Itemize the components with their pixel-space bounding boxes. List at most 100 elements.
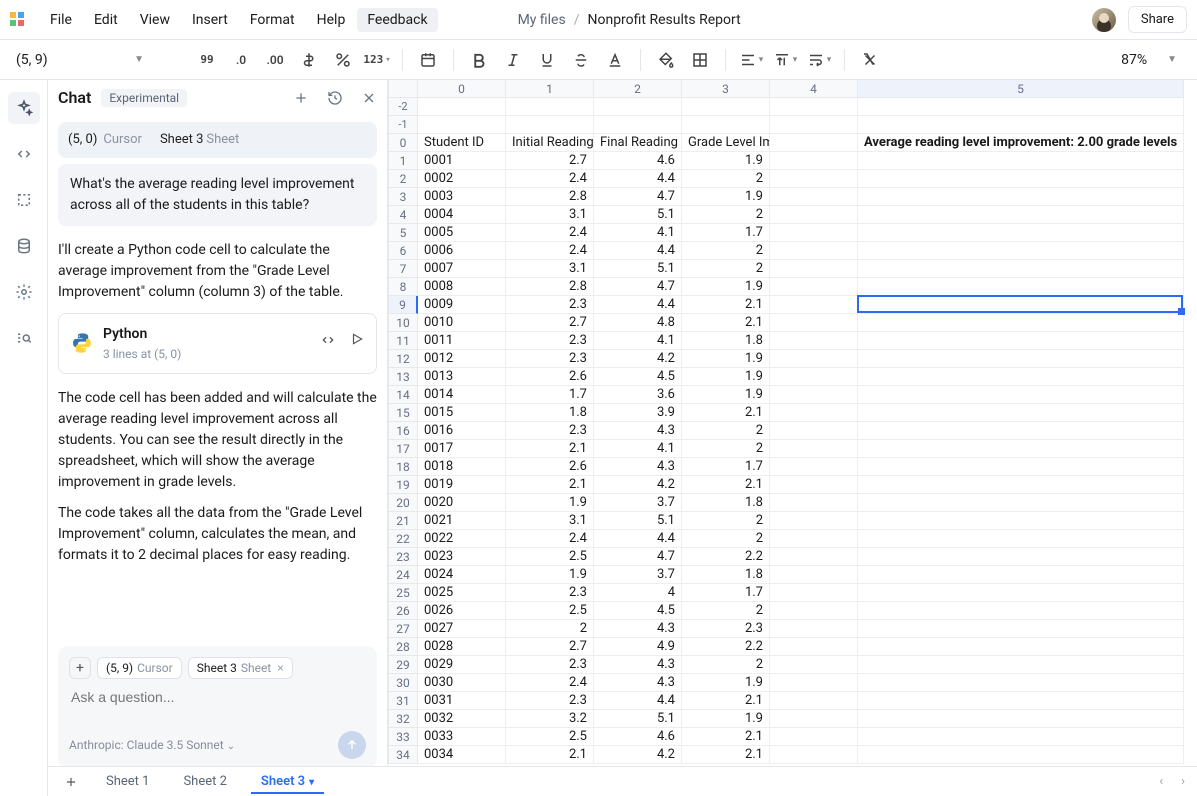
grid-cell[interactable] — [770, 440, 858, 458]
grid-cell[interactable]: 0006 — [418, 242, 506, 260]
grid-cell[interactable]: 1.9 — [682, 710, 770, 728]
grid-cell[interactable]: 2.7 — [506, 314, 594, 332]
grid-cell[interactable]: 0024 — [418, 566, 506, 584]
row-header[interactable]: 24 — [388, 566, 418, 584]
row-header[interactable]: 14 — [388, 386, 418, 404]
grid-cell[interactable]: 1.8 — [682, 566, 770, 584]
menu-feedback[interactable]: Feedback — [357, 8, 437, 32]
grid-cell[interactable]: 0010 — [418, 314, 506, 332]
row-header[interactable]: 22 — [388, 530, 418, 548]
grid-cell[interactable]: 2.8 — [506, 188, 594, 206]
grid-cell[interactable]: 1.8 — [506, 404, 594, 422]
strikethrough-button[interactable] — [564, 46, 598, 74]
grid-cell[interactable] — [770, 170, 858, 188]
grid-cell[interactable]: 2 — [682, 260, 770, 278]
grid-cell[interactable]: 2.3 — [506, 584, 594, 602]
row-header[interactable]: 8 — [388, 278, 418, 296]
grid-cell[interactable]: 0003 — [418, 188, 506, 206]
grid-cell[interactable] — [858, 224, 1184, 242]
italic-button[interactable] — [496, 46, 530, 74]
grid-cell[interactable]: 3.6 — [594, 386, 682, 404]
grid-cell[interactable]: 5.1 — [594, 710, 682, 728]
rail-code-icon[interactable] — [8, 138, 40, 170]
rail-data-icon[interactable] — [8, 230, 40, 262]
grid-cell[interactable] — [770, 458, 858, 476]
row-header[interactable]: 9 — [388, 296, 418, 314]
grid-cell[interactable] — [858, 170, 1184, 188]
grid-cell[interactable] — [858, 386, 1184, 404]
grid-cell[interactable]: 2 — [506, 620, 594, 638]
sheet-tab[interactable]: Sheet 1 — [96, 770, 159, 794]
grid-cell[interactable]: 2.4 — [506, 170, 594, 188]
zoom-dropdown[interactable]: 87% ▼ — [1111, 48, 1187, 72]
avatar[interactable] — [1092, 8, 1116, 32]
grid-cell[interactable] — [770, 404, 858, 422]
percent-format-button[interactable] — [326, 46, 360, 74]
sheet-tab[interactable]: Sheet 2 — [173, 770, 236, 794]
grid-cell[interactable]: 0025 — [418, 584, 506, 602]
grid-cell[interactable]: 0023 — [418, 548, 506, 566]
row-header[interactable]: 1 — [388, 152, 418, 170]
grid-cell[interactable]: 2.3 — [506, 296, 594, 314]
code-expand-icon[interactable] — [320, 332, 336, 355]
grid-cell[interactable]: 0030 — [418, 674, 506, 692]
grid-cell[interactable]: 4.2 — [594, 350, 682, 368]
grid-cell[interactable] — [770, 296, 858, 314]
rail-settings-icon[interactable] — [8, 276, 40, 308]
grid-cell[interactable]: 0013 — [418, 368, 506, 386]
grid-cell[interactable]: 2 — [682, 206, 770, 224]
grid-cell[interactable] — [770, 242, 858, 260]
grid-cell[interactable]: 0033 — [418, 728, 506, 746]
row-header[interactable]: 13 — [388, 368, 418, 386]
grid-cell[interactable]: 2.5 — [506, 602, 594, 620]
grid-cell[interactable]: 2.1 — [506, 746, 594, 764]
grid-cell[interactable]: 0022 — [418, 530, 506, 548]
row-header[interactable]: 10 — [388, 314, 418, 332]
grid-cell[interactable] — [770, 134, 858, 152]
grid-cell[interactable] — [858, 692, 1184, 710]
grid-cell[interactable]: 1.9 — [682, 188, 770, 206]
grid-cell[interactable]: 0017 — [418, 440, 506, 458]
grid-cell[interactable] — [682, 116, 770, 134]
grid-cell[interactable]: 3.1 — [506, 206, 594, 224]
grid-cell[interactable]: 0020 — [418, 494, 506, 512]
horizontal-align-dropdown[interactable]: ▾ — [734, 46, 768, 74]
grid-cell[interactable]: 3.1 — [506, 260, 594, 278]
grid-cell[interactable] — [858, 152, 1184, 170]
grid-cell[interactable]: 4.9 — [594, 638, 682, 656]
grid-cell[interactable] — [770, 620, 858, 638]
grid-cell[interactable]: 4.1 — [594, 440, 682, 458]
grid-cell[interactable] — [858, 476, 1184, 494]
grid-cell[interactable] — [858, 296, 1184, 314]
grid-cell[interactable] — [858, 656, 1184, 674]
grid-cell[interactable]: Final Reading — [594, 134, 682, 152]
grid-cell[interactable]: 1.8 — [682, 332, 770, 350]
grid-cell[interactable]: 0027 — [418, 620, 506, 638]
grid-cell[interactable] — [858, 440, 1184, 458]
grid-cell[interactable] — [770, 350, 858, 368]
grid-cell[interactable] — [770, 674, 858, 692]
grid-cell[interactable]: 4.2 — [594, 476, 682, 494]
grid-cell[interactable]: 0014 — [418, 386, 506, 404]
grid-cell[interactable]: 0009 — [418, 296, 506, 314]
grid-cell[interactable] — [858, 368, 1184, 386]
currency-format-button[interactable] — [292, 46, 326, 74]
grid-cell[interactable] — [858, 710, 1184, 728]
grid-cell[interactable]: 2.2 — [682, 548, 770, 566]
text-wrap-dropdown[interactable]: ▾ — [802, 46, 836, 74]
grid-cell[interactable] — [770, 368, 858, 386]
grid-cell[interactable]: 1.9 — [682, 386, 770, 404]
grid-cell[interactable]: 0012 — [418, 350, 506, 368]
grid-cell[interactable] — [858, 350, 1184, 368]
grid-cell[interactable]: 2.1 — [506, 440, 594, 458]
grid-cell[interactable]: 4.3 — [594, 674, 682, 692]
grid-cell[interactable] — [858, 404, 1184, 422]
grid-cell[interactable]: 0015 — [418, 404, 506, 422]
decrease-decimal-button[interactable]: .0 — [224, 46, 258, 74]
grid-cell[interactable] — [770, 476, 858, 494]
grid-cell[interactable]: 2.1 — [682, 404, 770, 422]
grid-cell[interactable]: 2.3 — [506, 332, 594, 350]
grid-cell[interactable]: 4.1 — [594, 332, 682, 350]
grid-cell[interactable] — [770, 98, 858, 116]
row-header[interactable]: 33 — [388, 728, 418, 746]
